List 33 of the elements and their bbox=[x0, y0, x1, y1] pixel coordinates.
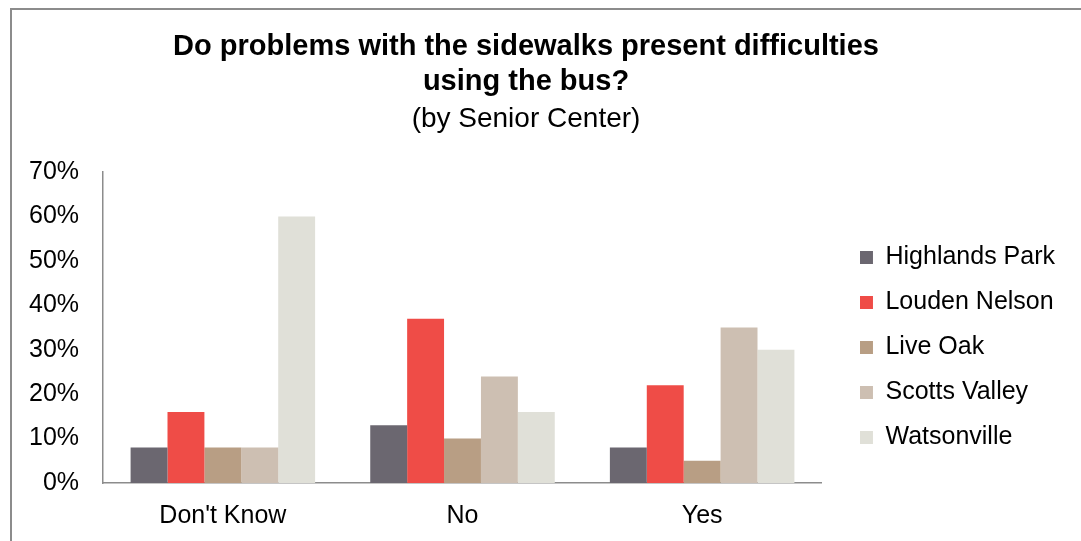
legend-label: Live Oak bbox=[885, 331, 985, 360]
bar bbox=[241, 447, 279, 483]
legend-label: Watsonville bbox=[885, 421, 1013, 450]
y-tick-label: 0% bbox=[42, 466, 80, 495]
x-tick-label: Yes bbox=[681, 499, 723, 528]
y-tick-label: 40% bbox=[28, 289, 80, 318]
legend-label: Louden Nelson bbox=[885, 286, 1054, 315]
bar bbox=[517, 411, 555, 483]
bar bbox=[444, 438, 481, 483]
bar bbox=[646, 385, 684, 483]
bar bbox=[609, 447, 647, 483]
legend-label: Scotts Valley bbox=[885, 376, 1029, 405]
y-tick-label: 50% bbox=[28, 244, 80, 273]
legend-label: Highlands Park bbox=[885, 241, 1056, 270]
x-tick-label: Don't Know bbox=[159, 499, 288, 528]
bar bbox=[130, 447, 168, 483]
chart-subtitle: (by Senior Center) bbox=[411, 102, 641, 134]
y-tick-label: 10% bbox=[28, 422, 80, 451]
bar bbox=[167, 411, 205, 483]
y-tick-label: 30% bbox=[28, 333, 80, 362]
bar bbox=[757, 349, 795, 483]
bar bbox=[370, 425, 408, 483]
y-tick-label: 70% bbox=[28, 156, 80, 185]
bar bbox=[204, 447, 242, 483]
y-tick-label: 20% bbox=[28, 378, 80, 407]
y-tick-label: 60% bbox=[28, 200, 80, 229]
bar bbox=[480, 376, 518, 483]
chart-title: Do problems with the sidewalks present difficulties using the bus? bbox=[173, 29, 879, 97]
bar bbox=[278, 216, 316, 483]
bar bbox=[407, 318, 445, 483]
bar bbox=[683, 460, 721, 483]
x-tick-label: No bbox=[446, 499, 479, 528]
bar bbox=[720, 327, 758, 483]
